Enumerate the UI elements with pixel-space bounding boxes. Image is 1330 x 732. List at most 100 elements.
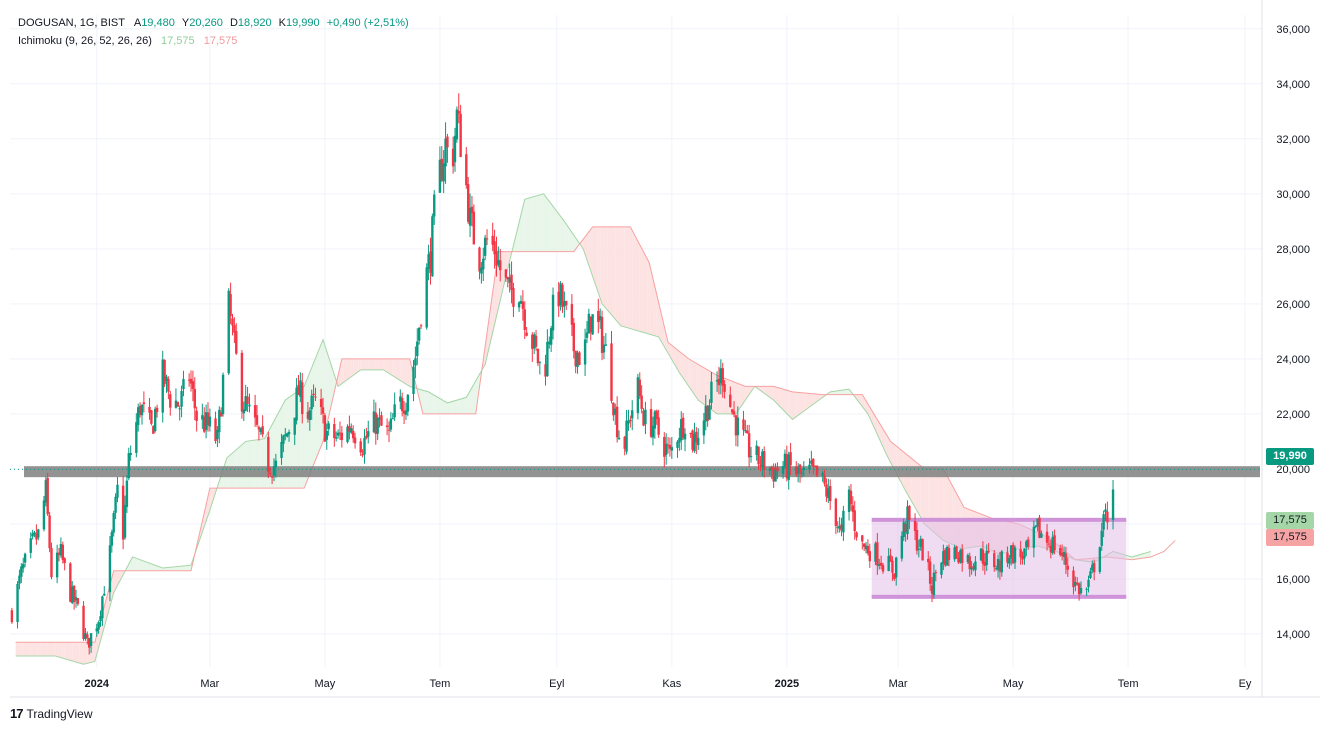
candle-up	[598, 316, 602, 321]
candle-down	[629, 419, 632, 422]
candle-up	[310, 395, 313, 410]
cloud-fill-bearish	[671, 345, 674, 363]
candle-up	[1089, 571, 1092, 578]
cloud-fill-bearish	[402, 358, 405, 383]
candle-down	[69, 563, 72, 602]
cloud-fill-bearish	[737, 383, 740, 412]
candle-down	[891, 560, 894, 573]
candle-up	[704, 405, 707, 422]
candle-down	[63, 558, 66, 563]
candle-down	[734, 415, 738, 436]
cloud-fill-bearish	[669, 343, 672, 360]
candle-down	[152, 426, 155, 434]
cloud-fill-bullish	[520, 207, 523, 252]
cloud-fill-bullish	[177, 566, 180, 571]
candle-down	[187, 379, 191, 381]
cloud-fill-bullish	[573, 235, 576, 252]
candle-down	[506, 277, 509, 280]
cloud-fill-bullish	[456, 399, 459, 414]
cloud-fill-bearish	[637, 241, 640, 332]
cloud-fill-bearish	[685, 355, 687, 384]
candle-up	[836, 526, 839, 528]
candle-down	[855, 532, 858, 538]
cloud-fill-bullish	[145, 561, 148, 571]
cloud-fill-bullish	[136, 558, 139, 571]
cloud-fill-bearish	[692, 361, 695, 395]
cloud-fill-bearish	[392, 358, 395, 377]
cloud-fill-bearish	[626, 226, 629, 329]
cloud-fill-bullish	[219, 475, 222, 489]
candle-down	[348, 425, 351, 432]
candle-down	[385, 425, 389, 428]
cloud-fill-bullish	[439, 398, 442, 414]
cloud-fill-bearish	[786, 390, 789, 416]
candle-up	[842, 510, 845, 533]
cloud-fill-bearish	[809, 393, 812, 408]
cloud-fill-bullish	[155, 565, 158, 571]
candle-down	[825, 484, 828, 497]
candle-up	[1085, 588, 1088, 590]
candle-down	[495, 250, 498, 266]
x-tick-label: Eyl	[549, 678, 564, 690]
candle-up	[614, 408, 617, 415]
symbol-label[interactable]: DOGUSAN, 1G, BIST	[18, 17, 125, 29]
candle-up	[285, 433, 289, 437]
candle-down	[798, 464, 802, 474]
candle-down	[155, 407, 159, 413]
cloud-fill-bearish	[886, 435, 889, 459]
tradingview-branding[interactable]: 17 TradingView	[10, 706, 93, 721]
candle-down	[1077, 583, 1081, 595]
cloud-fill-bullish	[847, 389, 850, 395]
x-tick-label: Tem	[430, 678, 451, 690]
candle-up	[372, 411, 376, 433]
candle-down	[746, 430, 749, 434]
cloud-fill-bearish	[381, 358, 384, 370]
cloud-fill-bullish	[553, 206, 555, 252]
indicator-label[interactable]: Ichimoku (9, 26, 52, 26, 26)	[18, 35, 152, 47]
candle-down	[472, 211, 476, 245]
candle-down	[240, 352, 244, 412]
candle-up	[838, 525, 841, 529]
candle-up	[719, 368, 723, 384]
ohlc-legend: DOGUSAN, 1G, BIST A19,480 Y20,260 D18,92…	[18, 17, 409, 29]
candle-down	[510, 274, 513, 291]
cloud-fill-bearish	[617, 226, 620, 324]
cloud-fill-bullish	[157, 565, 159, 571]
cloud-fill-bearish	[75, 642, 78, 663]
candle-up	[165, 376, 168, 382]
candle-up	[802, 467, 806, 471]
cloud-fill-bullish	[556, 211, 559, 252]
cloud-fill-bearish	[641, 248, 644, 333]
candle-down	[231, 318, 234, 326]
cloud-fill-bearish	[792, 391, 795, 420]
candle-up	[346, 426, 349, 443]
cloud-fill-bearish	[358, 358, 361, 372]
candle-down	[512, 288, 515, 307]
candle-up	[1010, 545, 1013, 559]
candle-up	[455, 109, 459, 140]
span-b-price-tag: 17,575	[1266, 529, 1314, 546]
candle-down	[930, 585, 934, 594]
cloud-fill-bearish	[19, 642, 22, 656]
candle-down	[695, 431, 698, 443]
candle-up	[710, 381, 713, 403]
cloud-fill-bearish	[23, 642, 26, 656]
candle-up	[127, 453, 130, 479]
candle-down	[853, 510, 856, 532]
candle-down	[691, 430, 694, 450]
cloud-fill-bearish	[383, 358, 386, 372]
candle-up	[412, 366, 415, 395]
indicator-legend[interactable]: Ichimoku (9, 26, 52, 26, 26) 17,575 17,5…	[18, 35, 237, 47]
candle-up	[221, 374, 225, 414]
close-label: K	[278, 17, 286, 29]
candle-up	[702, 420, 706, 436]
cloud-fill-bearish	[113, 570, 116, 593]
cloud-fill-bearish	[726, 379, 729, 414]
cloud-fill-bullish	[298, 389, 301, 489]
candle-up	[33, 532, 36, 535]
candle-down	[465, 154, 468, 186]
candle-up	[585, 332, 589, 338]
cloud-fill-bearish	[690, 359, 693, 392]
cloud-fill-bearish	[92, 642, 95, 662]
